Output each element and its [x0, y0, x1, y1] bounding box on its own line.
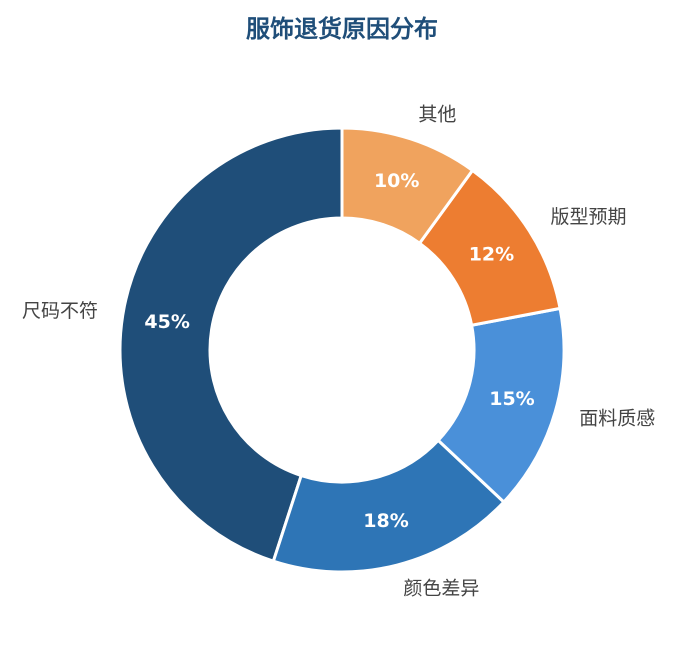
category-label: 面料质感 [579, 407, 655, 429]
slice [118, 126, 344, 564]
category-label: 尺码不符 [22, 300, 98, 322]
value-label: 10% [374, 170, 419, 192]
slice [271, 438, 506, 574]
value-label: 45% [144, 311, 189, 333]
chart-title: 服饰退货原因分布 [246, 15, 438, 43]
category-label: 版型预期 [551, 206, 627, 228]
value-label: 18% [363, 510, 408, 532]
slice [340, 126, 475, 246]
value-label: 12% [469, 244, 514, 266]
category-label: 其他 [418, 104, 456, 126]
value-label: 15% [489, 388, 534, 410]
category-label: 颜色差异 [403, 578, 479, 600]
